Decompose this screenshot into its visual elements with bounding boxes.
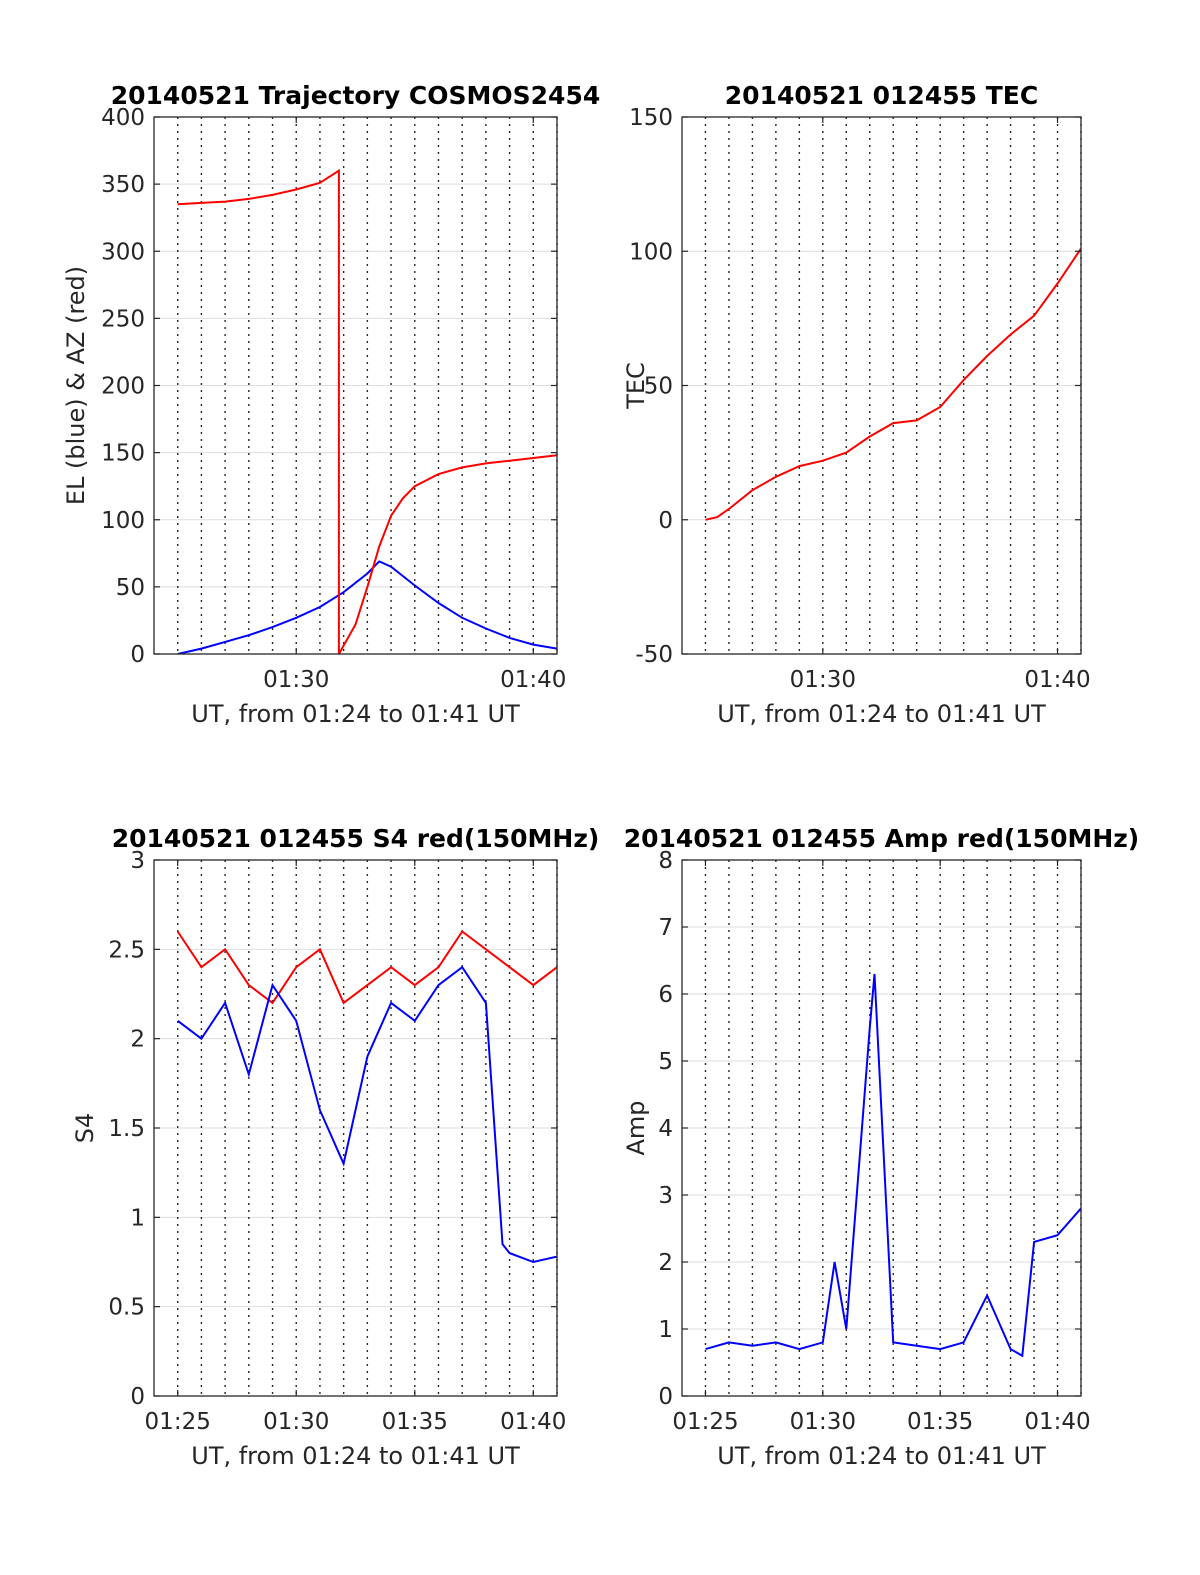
- y-tick-label: 1.5: [108, 1116, 145, 1142]
- y-tick-label: 5: [658, 1049, 673, 1075]
- y-tick-label: 50: [116, 575, 145, 601]
- y-tick-label: -50: [635, 642, 673, 668]
- y-tick-label: 250: [101, 306, 145, 332]
- x-tick-label: 01:25: [672, 1409, 738, 1435]
- chart-s4: 0 0.5 1 1.5 2 2.5 3 01:25 01:30 01:35 01:40 2014052…: [71, 824, 599, 1470]
- y-tick-label: 7: [658, 915, 673, 941]
- x-tick-label: 01:30: [790, 667, 856, 693]
- x-tick-label: 01:30: [263, 667, 329, 693]
- x-tick-label: 01:35: [382, 1409, 448, 1435]
- y-tick-label: 6: [658, 982, 673, 1008]
- chart-trajectory: 0 50 100 150 200 250 300 350 400 01:30 01:40 201405…: [62, 81, 600, 728]
- y-tick-label: 0: [658, 508, 673, 534]
- y-tick-label: 2: [130, 1027, 145, 1053]
- x-axis-label: UT, from 01:24 to 01:41 UT: [191, 1442, 520, 1470]
- x-tick-label: 01:40: [1024, 1409, 1090, 1435]
- series-line-blue: [177, 965, 557, 1264]
- series-line-red: [176, 930, 557, 1005]
- y-tick-label: 3: [658, 1183, 673, 1209]
- chart-title: 20140521 012455 Amp red(150MHz): [624, 824, 1140, 853]
- y-tick-label: 0.5: [108, 1295, 145, 1321]
- x-tick-label: 01:30: [263, 1409, 329, 1435]
- y-tick-label: 8: [658, 848, 673, 874]
- y-tick-label: 350: [101, 172, 145, 198]
- x-axis-label: UT, from 01:24 to 01:41 UT: [717, 1442, 1046, 1470]
- y-tick-label: 100: [101, 508, 145, 534]
- x-tick-label: 01:25: [145, 1409, 211, 1435]
- chart-title: 20140521 012455 S4 red(150MHz): [112, 824, 600, 853]
- series-line-red: [705, 248, 1081, 521]
- x-axis-label: UT, from 01:24 to 01:41 UT: [717, 700, 1046, 728]
- y-tick-label: 0: [130, 1384, 145, 1410]
- y-tick-label: 150: [629, 105, 673, 131]
- y-tick-label: 2: [658, 1250, 673, 1276]
- y-tick-label: 0: [130, 642, 145, 668]
- y-axis-label: EL (blue) & AZ (red): [62, 266, 90, 505]
- series-line-red: [177, 168, 557, 654]
- y-tick-label: 400: [101, 105, 145, 131]
- y-tick-label: 100: [629, 239, 673, 265]
- y-tick-label: 0: [658, 1384, 673, 1410]
- y-axis-label: Amp: [622, 1100, 650, 1155]
- y-tick-label: 300: [101, 239, 145, 265]
- y-tick-label: 200: [101, 374, 145, 400]
- chart-title: 20140521 012455 TEC: [725, 81, 1038, 110]
- y-tick-label: 1: [658, 1317, 673, 1343]
- x-tick-label: 01:30: [790, 1409, 856, 1435]
- x-tick-label: 01:35: [907, 1409, 973, 1435]
- x-axis-label: UT, from 01:24 to 01:41 UT: [191, 700, 520, 728]
- series-line-blue: [705, 973, 1081, 1358]
- y-tick-label: 50: [644, 374, 673, 400]
- y-tick-label: 2.5: [108, 937, 145, 963]
- chart-amp: 0 1 2 3 4 5 6 7 8 01:25 01:30 01:35 01:40 20140521 01…: [622, 824, 1139, 1470]
- y-axis-label: TEC: [622, 362, 650, 410]
- y-tick-label: 1: [130, 1205, 145, 1231]
- chart-tec: -50 0 50 100 150 01:30 01:40 20140521 012455 TE…: [622, 81, 1091, 728]
- y-tick-label: 3: [130, 848, 145, 874]
- y-tick-label: 150: [101, 441, 145, 467]
- chart-title: 20140521 Trajectory COSMOS2454: [111, 81, 601, 110]
- y-tick-label: 4: [658, 1116, 673, 1142]
- x-tick-label: 01:40: [1024, 667, 1090, 693]
- y-axis-label: S4: [71, 1113, 99, 1144]
- x-tick-label: 01:40: [500, 1409, 566, 1435]
- x-tick-label: 01:40: [500, 667, 566, 693]
